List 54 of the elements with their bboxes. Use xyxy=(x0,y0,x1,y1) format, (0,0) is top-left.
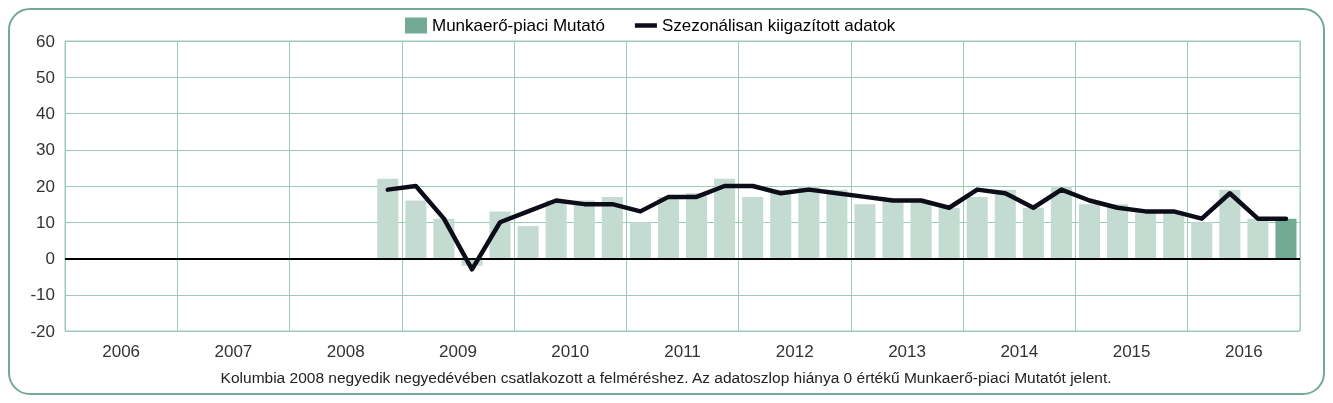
bar xyxy=(1050,186,1072,259)
legend-label: Szezonálisan kiigazított adatok xyxy=(661,16,896,35)
bar xyxy=(1219,189,1241,259)
bar xyxy=(966,196,988,259)
y-tick-label: 60 xyxy=(36,31,55,51)
text: Kolumbia 2008 negyedik negyedévében csatlakozott a felméréshez. Az adatoszlop hiánya 0 értékű Munkaerő-piaci Mutatót jelent. xyxy=(220,368,1112,386)
bar xyxy=(994,189,1016,259)
y-tick-label: 10 xyxy=(36,212,55,232)
x-tick-label: 2011 xyxy=(664,342,701,361)
bar xyxy=(629,222,651,259)
x-tick-label: 2014 xyxy=(1000,342,1039,361)
x-tick-label: 2013 xyxy=(888,342,926,361)
y-tick-label: 40 xyxy=(36,104,55,123)
bar xyxy=(826,189,848,259)
y-tick-label: 0 xyxy=(45,249,55,268)
bar xyxy=(1022,207,1044,259)
bar xyxy=(742,196,764,259)
bar xyxy=(910,200,932,259)
y-tick-label: 50 xyxy=(36,67,55,87)
bar xyxy=(601,196,623,259)
bar xyxy=(882,200,904,259)
bar xyxy=(573,200,595,259)
bar xyxy=(714,178,736,259)
x-tick-label: 2016 xyxy=(1224,342,1263,361)
x-tick-label: 2009 xyxy=(439,342,477,361)
line-series xyxy=(385,183,1289,272)
bar xyxy=(1078,204,1101,259)
x-tick-label: 2015 xyxy=(1112,342,1151,361)
bar xyxy=(938,207,960,259)
x-tick-label: 2012 xyxy=(775,342,814,361)
legend-label: Munkaerő-piaci Mutató xyxy=(432,16,605,35)
x-tick-label: 2008 xyxy=(326,342,365,361)
bar xyxy=(798,186,820,259)
x-tick-label: 2006 xyxy=(102,342,141,361)
bar xyxy=(854,204,876,259)
y-tick-label: -10 xyxy=(30,285,55,305)
bar xyxy=(1247,218,1269,259)
bar xyxy=(1191,222,1213,259)
bar xyxy=(1107,204,1129,259)
bar xyxy=(405,200,427,259)
bar xyxy=(1163,211,1185,259)
x-tick-label: 2007 xyxy=(214,342,253,361)
bar xyxy=(686,193,708,259)
y-tick-label: 20 xyxy=(36,176,55,196)
bar xyxy=(517,225,539,259)
bar xyxy=(545,200,567,259)
bar xyxy=(657,196,679,259)
y-tick-label: -20 xyxy=(30,321,55,341)
bar xyxy=(770,189,792,259)
bar xyxy=(1135,211,1157,259)
bar xyxy=(377,178,399,259)
y-tick-label: 30 xyxy=(36,140,55,160)
x-tick-label: 2010 xyxy=(551,342,590,361)
bar xyxy=(1275,218,1297,259)
